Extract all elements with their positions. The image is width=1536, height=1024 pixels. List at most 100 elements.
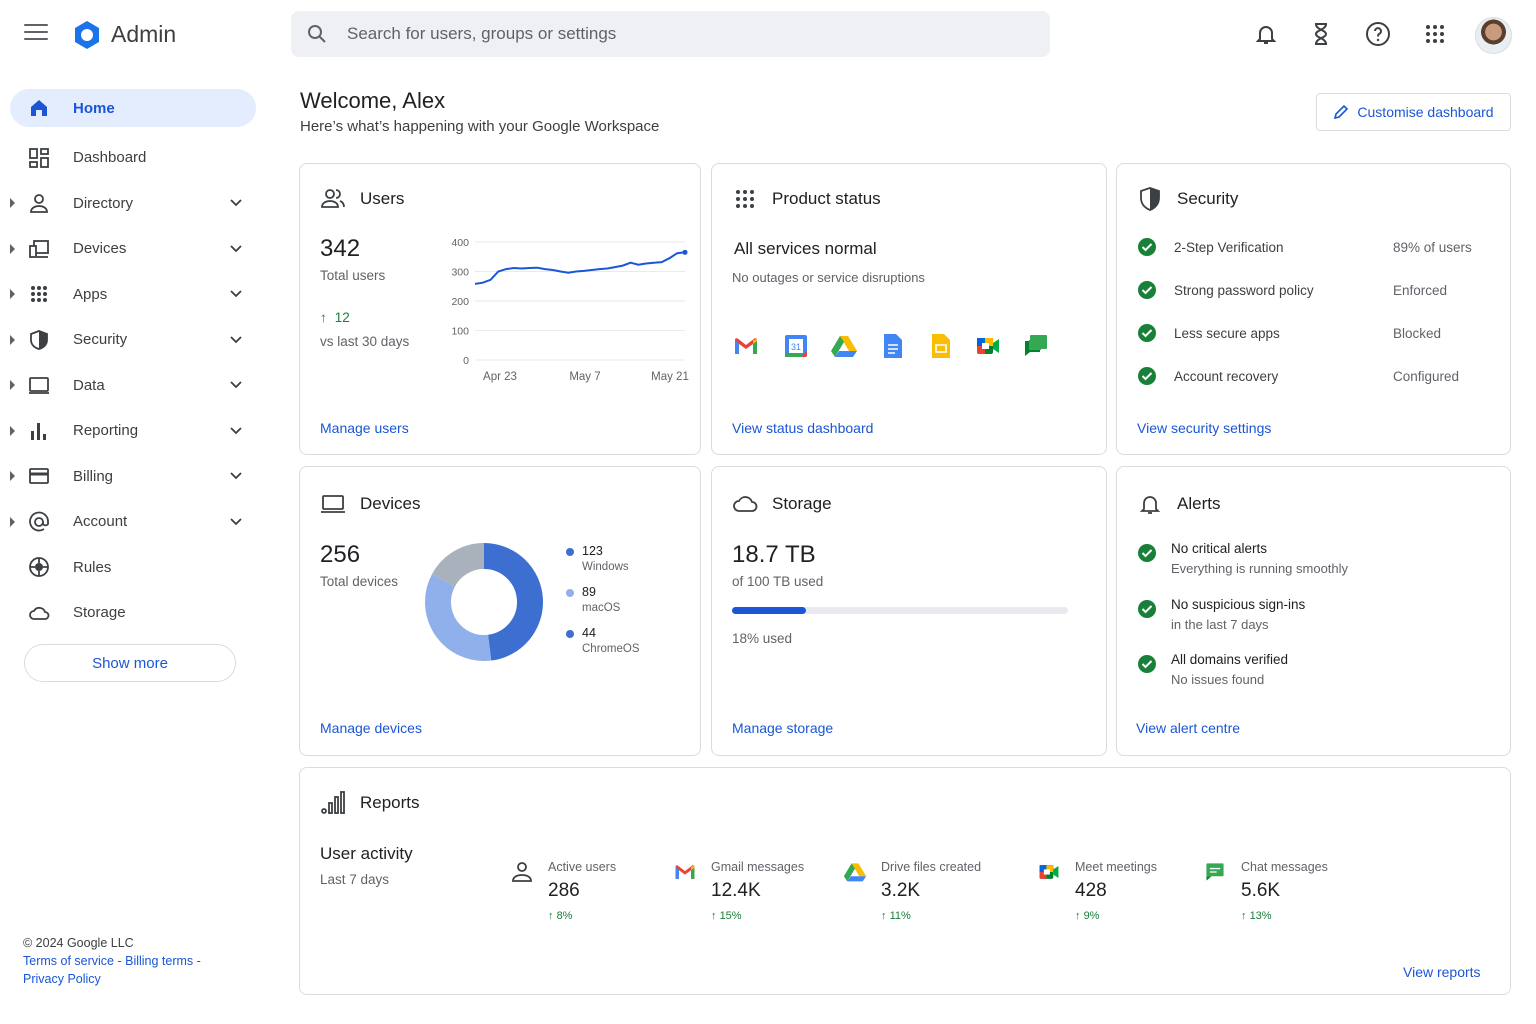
chat-icon	[1206, 863, 1224, 881]
security-row-label: Less secure apps	[1174, 325, 1280, 341]
total-devices-value: 256	[320, 541, 361, 568]
sidebar-item-account[interactable]: Account	[0, 499, 270, 545]
hourglass-icon[interactable]	[1307, 20, 1335, 48]
stat-value: 3.2K	[881, 880, 921, 901]
security-row-value: Enforced	[1393, 282, 1448, 298]
expand-caret-icon[interactable]	[10, 198, 15, 209]
chevron-down-icon[interactable]	[229, 242, 243, 256]
bell-icon[interactable]	[1252, 20, 1280, 48]
sidebar-item-rules[interactable]: Rules	[0, 545, 270, 591]
expand-caret-icon[interactable]	[10, 516, 15, 527]
sidebar-item-storage[interactable]: Storage	[0, 590, 270, 636]
card-header: Security	[1137, 186, 1238, 212]
devices-legend: 123 Windows 89 macOS 44 ChromeOS	[566, 544, 640, 667]
show-more-button[interactable]: Show more	[24, 644, 236, 682]
view-status-dashboard-link[interactable]: View status dashboard	[732, 420, 874, 436]
sidebar-item-reporting[interactable]: Reporting	[0, 408, 270, 454]
total-users-label: Total users	[320, 268, 386, 283]
view-security-settings-link[interactable]: View security settings	[1137, 420, 1272, 436]
stat-change: ↑ 13%	[1241, 910, 1272, 922]
bell-icon	[1139, 496, 1161, 514]
users-change: ↑ 12	[320, 310, 350, 325]
stat-label: Drive files created	[881, 860, 982, 874]
chevron-down-icon[interactable]	[229, 515, 243, 529]
drive-icon[interactable]	[830, 332, 858, 360]
shield-icon	[30, 329, 48, 350]
help-icon[interactable]	[1364, 20, 1392, 48]
stat-change-value: 11%	[889, 910, 911, 922]
legend-item: 89 macOS	[566, 585, 640, 626]
stat-change: ↑ 8%	[548, 910, 572, 922]
user-activity-period: Last 7 days	[320, 872, 390, 887]
view-alert-centre-link[interactable]: View alert centre	[1136, 720, 1241, 736]
menu-icon[interactable]	[24, 24, 48, 44]
calendar-icon[interactable]: 31	[782, 332, 810, 360]
expand-caret-icon[interactable]	[10, 289, 15, 300]
terms-link[interactable]: Terms of service	[23, 954, 114, 968]
billing-terms-link[interactable]: Billing terms	[125, 954, 194, 968]
sidebar-item-directory[interactable]: Directory	[0, 181, 270, 227]
gmail-icon[interactable]	[732, 332, 760, 360]
slides-icon[interactable]	[926, 332, 954, 360]
docs-icon[interactable]	[878, 332, 906, 360]
manage-users-link[interactable]: Manage users	[320, 420, 409, 436]
expand-caret-icon[interactable]	[10, 471, 15, 482]
privacy-link[interactable]: Privacy Policy	[23, 972, 101, 986]
apps-grid-icon	[31, 286, 47, 303]
sidebar-item-label: Rules	[73, 558, 112, 576]
total-devices-label: Total devices	[320, 574, 399, 589]
chevron-down-icon[interactable]	[229, 378, 243, 392]
card-title: Users	[360, 189, 405, 208]
security-row-value: 89% of users	[1393, 239, 1472, 255]
user-activity-title: User activity	[320, 844, 413, 863]
manage-devices-link[interactable]: Manage devices	[320, 720, 422, 736]
sidebar-item-label: Data	[73, 376, 105, 394]
service-status: All services normal	[734, 239, 877, 258]
expand-caret-icon[interactable]	[10, 425, 15, 436]
sidebar-item-devices[interactable]: Devices	[0, 226, 270, 272]
sidebar-item-apps[interactable]: Apps	[0, 272, 270, 318]
calendar-day: 31	[791, 342, 801, 352]
sidebar-item-security[interactable]: Security	[0, 317, 270, 363]
chevron-down-icon[interactable]	[229, 424, 243, 438]
stat-change: ↑ 11%	[881, 910, 911, 922]
chat-icon[interactable]	[1022, 332, 1050, 360]
top-bar: Admin	[0, 0, 1536, 70]
expand-caret-icon[interactable]	[10, 334, 15, 345]
sidebar-item-billing[interactable]: Billing	[0, 454, 270, 500]
sidebar-item-dashboard[interactable]: Dashboard	[0, 135, 270, 181]
sidebar-item-label: Apps	[73, 285, 108, 303]
storage-of-label: of 100 TB used	[732, 574, 824, 589]
security-card: Security 2-Step Verification 89% of user…	[1116, 163, 1511, 455]
apps-grid-icon[interactable]	[1421, 20, 1449, 48]
chevron-down-icon[interactable]	[229, 333, 243, 347]
people-icon	[321, 189, 345, 208]
stat-change-value: 8%	[556, 910, 573, 922]
security-row: Strong password policy Enforced	[1137, 280, 1447, 300]
chevron-down-icon[interactable]	[229, 287, 243, 301]
alert-title: No critical alerts	[1171, 541, 1268, 556]
check-circle-icon	[1138, 544, 1156, 562]
page-title: Welcome, Alex	[300, 88, 446, 113]
user-avatar[interactable]	[1475, 17, 1512, 54]
devices-donut-chart	[425, 543, 543, 661]
card-header: Reports	[320, 790, 420, 816]
chevron-down-icon[interactable]	[229, 196, 243, 210]
sidebar-item-data[interactable]: Data	[0, 363, 270, 409]
search-bar[interactable]	[291, 11, 1050, 57]
stat-label: Meet meetings	[1075, 860, 1157, 874]
expand-caret-icon[interactable]	[10, 243, 15, 254]
meet-icon[interactable]	[974, 332, 1002, 360]
manage-storage-link[interactable]: Manage storage	[732, 720, 834, 736]
stat-label: Chat messages	[1241, 860, 1328, 874]
expand-caret-icon[interactable]	[10, 380, 15, 391]
customise-dashboard-button[interactable]: Customise dashboard	[1316, 93, 1511, 131]
stat-value: 286	[548, 880, 580, 901]
admin-logo-icon	[75, 21, 99, 49]
view-reports-link[interactable]: View reports	[1403, 964, 1481, 980]
search-input[interactable]	[347, 11, 1027, 57]
chevron-down-icon[interactable]	[229, 469, 243, 483]
app-title: Admin	[111, 21, 177, 47]
sidebar-item-home[interactable]: Home	[10, 89, 256, 127]
storage-progress-fill	[732, 607, 806, 614]
